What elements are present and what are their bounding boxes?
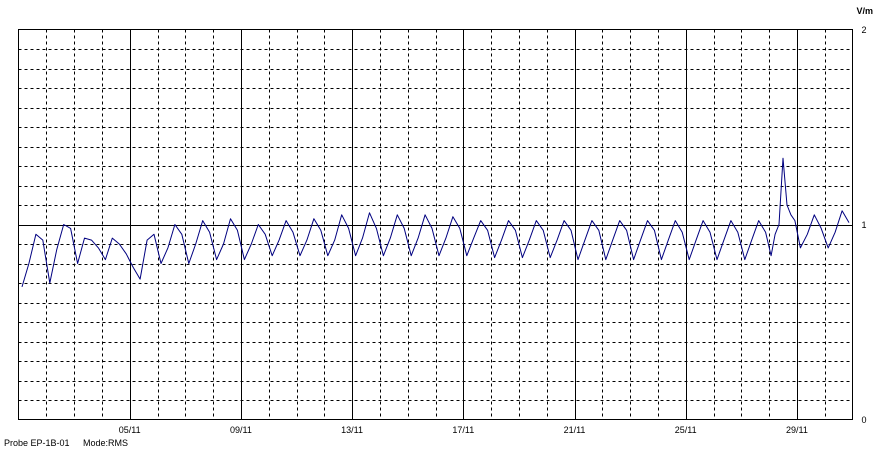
- x-tick-label: 21/11: [564, 425, 586, 435]
- x-tick-label: 17/11: [452, 425, 474, 435]
- x-tick-label: 25/11: [675, 425, 697, 435]
- x-tick-label: 13/11: [341, 425, 363, 435]
- y-tick-label: 1: [862, 220, 867, 230]
- y-tick-label: 0: [862, 415, 867, 425]
- x-axis-ticks: 05/11 09/11 13/11 17/11 21/11 25/11 29/11: [119, 425, 808, 435]
- probe-label: Probe EP-1B-01: [4, 438, 70, 448]
- grid-layer: [18, 29, 853, 420]
- plot-frame: [18, 29, 853, 420]
- series-layer: [21, 157, 850, 288]
- mode-label: Mode:RMS: [83, 438, 129, 448]
- x-tick-label: 09/11: [230, 425, 252, 435]
- y-axis-ticks: 0 1 2: [862, 25, 867, 425]
- y-tick-label: 2: [862, 25, 867, 35]
- y-axis-unit-label: V/m: [856, 6, 873, 16]
- x-tick-label: 29/11: [786, 425, 808, 435]
- x-tick-label: 05/11: [119, 425, 141, 435]
- series-line: [21, 157, 850, 288]
